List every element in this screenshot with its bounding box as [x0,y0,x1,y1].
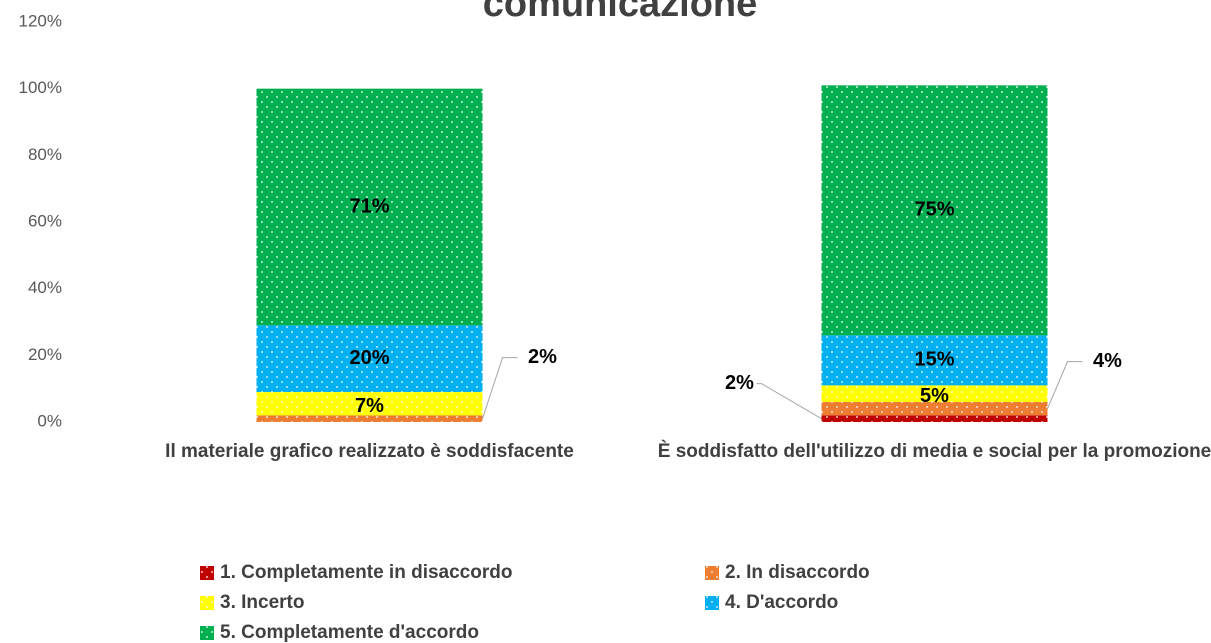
bar-segment [821,385,1048,402]
legend-label: 5. Completamente d'accordo [220,622,479,643]
legend-label: 1. Completamente in disaccordo [220,562,512,583]
chart-title: comunicazione [483,0,758,25]
bar-segment [821,402,1048,416]
y-tick-label: 120% [19,11,62,30]
data-label: 75% [914,199,954,221]
data-label: 2% [528,346,557,368]
data-label: 5% [920,385,949,407]
legend-swatch [200,626,214,640]
y-tick-label: 60% [28,211,62,230]
bar-segment [256,88,483,326]
bar-segment [256,325,483,392]
bar-segment [821,415,1048,422]
bar-segment [821,335,1048,386]
leader-line [756,383,822,420]
x-tick-label: Il materiale grafico realizzato è soddis… [165,441,574,462]
data-label: 4% [1093,350,1122,372]
data-label: 2% [725,372,754,394]
legend-label: 2. In disaccordo [725,562,870,583]
leader-line [482,357,518,419]
legend-label: 3. Incerto [220,592,304,613]
x-tick-label: È soddisfatto dell'utilizzo di media e s… [657,441,1211,462]
data-label: 20% [349,347,389,369]
data-label: 7% [355,395,384,417]
data-label: 71% [349,195,389,217]
bar-segment [256,392,483,416]
y-tick-label: 80% [28,145,62,164]
legend-label: 4. D'accordo [725,592,838,613]
legend-swatch [705,596,719,610]
legend-swatch [705,566,719,580]
y-tick-label: 20% [28,345,62,364]
y-tick-label: 40% [28,278,62,297]
data-label: 15% [914,349,954,371]
leader-line [1047,361,1083,409]
bar-segment [821,85,1048,336]
y-tick-label: 100% [19,78,62,97]
y-tick-label: 0% [37,411,62,430]
bar-segment [256,415,483,422]
legend-swatch [200,596,214,610]
legend-swatch [200,566,214,580]
